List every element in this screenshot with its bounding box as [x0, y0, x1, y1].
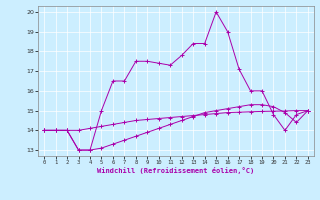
X-axis label: Windchill (Refroidissement éolien,°C): Windchill (Refroidissement éolien,°C) — [97, 167, 255, 174]
